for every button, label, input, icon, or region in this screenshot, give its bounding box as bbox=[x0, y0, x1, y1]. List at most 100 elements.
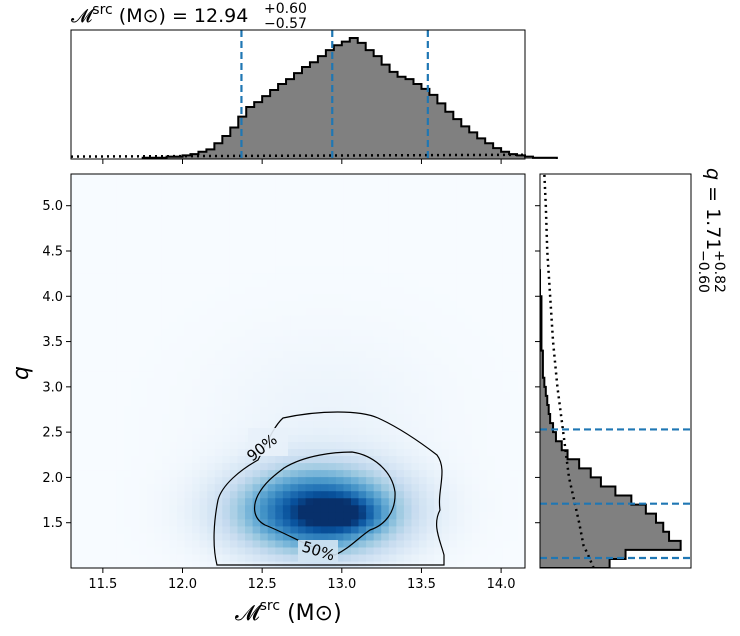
heatmap-cell bbox=[260, 385, 269, 393]
heatmap-cell bbox=[222, 490, 231, 499]
heatmap-cell bbox=[328, 202, 337, 210]
heatmap-cell bbox=[139, 434, 148, 442]
heatmap-cell bbox=[154, 546, 163, 555]
heatmap-cell bbox=[161, 223, 170, 231]
heatmap-cell bbox=[199, 300, 208, 309]
heatmap-cell bbox=[305, 258, 314, 267]
heatmap-cell bbox=[252, 237, 261, 245]
heatmap-cell bbox=[509, 286, 519, 295]
heatmap-cell bbox=[411, 349, 420, 358]
heatmap-cell bbox=[388, 525, 397, 534]
heatmap-cell bbox=[358, 441, 367, 449]
heatmap-cell bbox=[86, 476, 95, 485]
heatmap-cell bbox=[71, 504, 80, 513]
heatmap-cell bbox=[86, 427, 95, 435]
heatmap-cell bbox=[381, 434, 390, 442]
heatmap-cell bbox=[366, 378, 375, 386]
heatmap-cell bbox=[108, 202, 117, 210]
heatmap-cell bbox=[290, 420, 299, 428]
heatmap-cell bbox=[192, 392, 201, 400]
heatmap-cell bbox=[131, 265, 140, 274]
heatmap-cell bbox=[464, 237, 473, 245]
heatmap-cell bbox=[290, 342, 299, 351]
heatmap-cell bbox=[101, 195, 110, 203]
heatmap-cell bbox=[146, 406, 155, 414]
heatmap-cell bbox=[313, 399, 322, 407]
heatmap-cell bbox=[282, 490, 292, 499]
heatmap-cell bbox=[222, 483, 231, 492]
heatmap-cell bbox=[396, 223, 405, 231]
heatmap-cell bbox=[472, 378, 481, 386]
heatmap-cell bbox=[176, 518, 186, 527]
heatmap-cell bbox=[275, 328, 284, 337]
heatmap-cell bbox=[290, 427, 299, 435]
heatmap-cell bbox=[245, 497, 254, 506]
heatmap-cell bbox=[487, 244, 496, 252]
y-tick-label: 1.5 bbox=[42, 516, 63, 531]
heatmap-cell bbox=[358, 202, 367, 210]
heatmap-cell bbox=[71, 195, 80, 203]
heatmap-cell bbox=[108, 553, 117, 562]
heatmap-cell bbox=[358, 469, 367, 478]
heatmap-cell bbox=[343, 511, 352, 520]
heatmap-cell bbox=[260, 223, 269, 231]
heatmap-cell bbox=[343, 181, 352, 189]
heatmap-cell bbox=[358, 258, 367, 267]
heatmap-cell bbox=[441, 195, 450, 203]
heatmap-cell bbox=[101, 293, 110, 302]
heatmap-cell bbox=[441, 420, 450, 428]
heatmap-cell bbox=[123, 448, 133, 457]
heatmap-cell bbox=[426, 434, 435, 442]
heatmap-cell bbox=[350, 539, 360, 548]
heatmap-cell bbox=[479, 293, 488, 302]
heatmap-cell bbox=[517, 399, 525, 407]
heatmap-cell bbox=[305, 181, 314, 189]
heatmap-cell bbox=[161, 392, 170, 400]
heatmap-cell bbox=[472, 385, 481, 393]
heatmap-cell bbox=[320, 230, 329, 238]
heatmap-cell bbox=[108, 335, 117, 344]
heatmap-cell bbox=[381, 223, 390, 231]
heatmap-cell bbox=[282, 532, 292, 541]
heatmap-cell bbox=[86, 363, 95, 372]
heatmap-cell bbox=[373, 371, 382, 379]
heatmap-cell bbox=[335, 504, 344, 513]
heatmap-cell bbox=[494, 525, 503, 534]
heatmap-cell bbox=[184, 553, 193, 562]
heatmap-cell bbox=[335, 244, 344, 252]
heatmap-cell bbox=[479, 188, 488, 196]
heatmap-cell bbox=[335, 342, 344, 351]
heatmap-cell bbox=[237, 497, 246, 506]
heatmap-cell bbox=[237, 469, 246, 478]
heatmap-cell bbox=[86, 342, 95, 351]
heatmap-cell bbox=[275, 230, 284, 238]
heatmap-cell bbox=[456, 420, 466, 428]
heatmap-cell bbox=[403, 209, 413, 217]
heatmap-cell bbox=[517, 532, 525, 541]
heatmap-cell bbox=[222, 223, 231, 231]
heatmap-cell bbox=[456, 413, 466, 421]
heatmap-cell bbox=[388, 237, 397, 245]
heatmap-cell bbox=[267, 483, 276, 492]
heatmap-cell bbox=[192, 174, 201, 182]
heatmap-cell bbox=[93, 181, 102, 189]
heatmap-cell bbox=[161, 279, 170, 288]
heatmap-cell bbox=[494, 258, 503, 267]
heatmap-cell bbox=[419, 518, 428, 527]
heatmap-cell bbox=[449, 539, 458, 548]
heatmap-cell bbox=[509, 223, 519, 231]
heatmap-cell bbox=[320, 209, 329, 217]
heatmap-cell bbox=[373, 462, 382, 471]
heatmap-cell bbox=[358, 279, 367, 288]
heatmap-cell bbox=[260, 174, 269, 182]
heatmap-cell bbox=[214, 251, 223, 260]
heatmap-cell bbox=[161, 406, 170, 414]
heatmap-cell bbox=[328, 490, 337, 499]
heatmap-cell bbox=[509, 511, 519, 520]
heatmap-cell bbox=[411, 356, 420, 365]
heatmap-cell bbox=[214, 272, 223, 281]
heatmap-cell bbox=[411, 328, 420, 337]
heatmap-cell bbox=[207, 342, 216, 351]
heatmap-cell bbox=[176, 476, 186, 485]
heatmap-cell bbox=[146, 181, 155, 189]
